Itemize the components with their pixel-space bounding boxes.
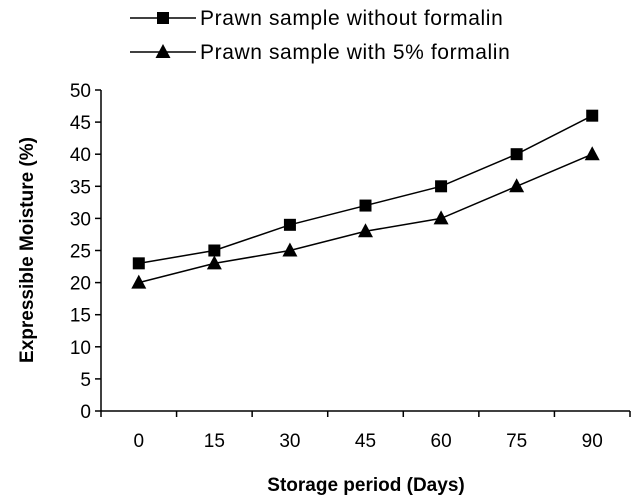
y-tick-label: 10 bbox=[70, 338, 91, 359]
x-tick-label: 75 bbox=[506, 431, 527, 452]
y-tick-label: 35 bbox=[70, 177, 91, 198]
x-tick-label: 45 bbox=[355, 431, 376, 452]
data-point-triangle bbox=[433, 210, 449, 225]
legend-label-with-formalin: Prawn sample with 5% formalin bbox=[200, 41, 510, 64]
data-point-square bbox=[359, 199, 372, 212]
y-tick-label: 40 bbox=[70, 145, 91, 166]
y-tick-label: 5 bbox=[80, 370, 91, 391]
x-tick-label: 60 bbox=[431, 431, 452, 452]
data-point-triangle bbox=[509, 178, 525, 193]
series-line-1 bbox=[138, 115, 593, 265]
x-tick-label: 0 bbox=[133, 431, 144, 452]
y-tick-label: 50 bbox=[70, 81, 91, 102]
x-tick-label: 90 bbox=[582, 431, 603, 452]
y-axis-title: Expressible Moisture (%) bbox=[17, 137, 38, 363]
legend-label-without-formalin: Prawn sample without formalin bbox=[200, 7, 503, 30]
legend: Prawn sample without formalin Prawn samp… bbox=[130, 7, 510, 64]
legend-entry-with-formalin: Prawn sample with 5% formalin bbox=[130, 41, 510, 64]
data-point-square bbox=[283, 218, 296, 231]
legend-entry-without-formalin: Prawn sample without formalin bbox=[130, 7, 503, 30]
data-point-triangle bbox=[358, 223, 373, 238]
data-point-square bbox=[510, 148, 523, 161]
data-point-square bbox=[435, 180, 448, 193]
data-point-triangle bbox=[206, 255, 222, 270]
legend-square-marker bbox=[157, 12, 169, 24]
data-point-square bbox=[208, 244, 221, 257]
series-line-2 bbox=[138, 153, 593, 284]
y-tick-label: 25 bbox=[70, 242, 91, 263]
data-point-triangle bbox=[584, 146, 600, 161]
y-axis-ticks: 0 5 10 15 20 25 30 35 40 45 50 bbox=[70, 81, 101, 423]
x-axis-ticks: 0 15 30 45 60 75 90 bbox=[100, 411, 631, 452]
data-point-square bbox=[132, 257, 145, 270]
x-tick-label: 30 bbox=[279, 431, 300, 452]
x-axis-title: Storage period (Days) bbox=[267, 475, 464, 496]
y-tick-label: 30 bbox=[70, 209, 91, 230]
legend-triangle-marker bbox=[155, 44, 171, 58]
data-point-square bbox=[586, 109, 599, 122]
y-tick-label: 15 bbox=[70, 306, 91, 327]
data-point-triangle bbox=[282, 242, 298, 257]
y-tick-label: 20 bbox=[70, 274, 91, 295]
y-tick-label: 45 bbox=[70, 113, 91, 134]
series-layer bbox=[131, 109, 600, 289]
x-tick-label: 15 bbox=[204, 431, 225, 452]
y-tick-label: 0 bbox=[80, 402, 91, 423]
data-point-triangle bbox=[131, 274, 147, 289]
